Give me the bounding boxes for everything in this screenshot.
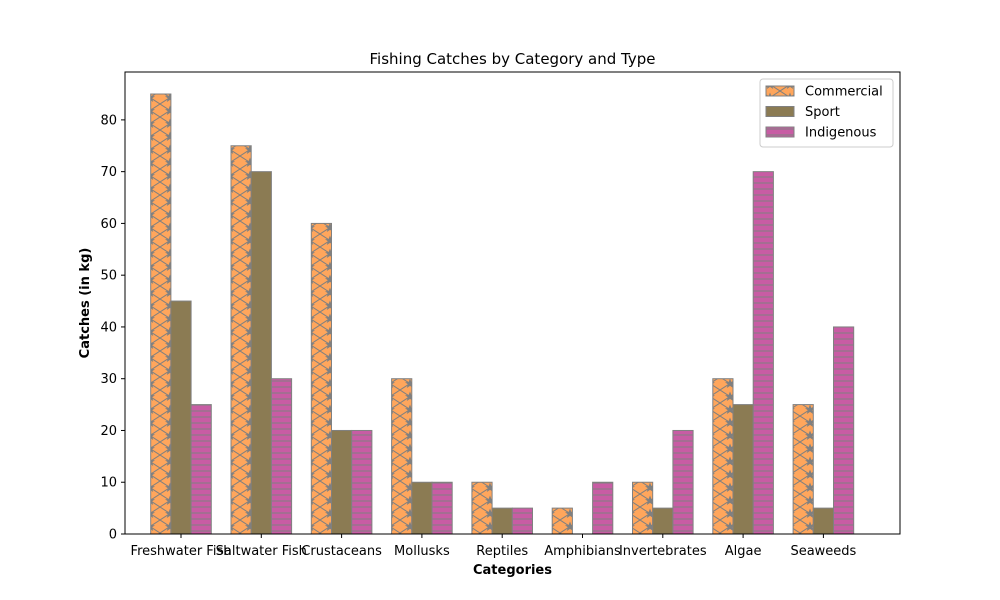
bar-commercial-seaweeds xyxy=(792,404,814,535)
bar-indigenous-amphibians xyxy=(592,481,614,535)
bar-commercial-crustaceans xyxy=(310,222,332,535)
bar-indigenous-seaweeds xyxy=(833,326,855,535)
bar-sport-seaweeds xyxy=(812,507,834,535)
bar-commercial-reptiles xyxy=(471,481,493,535)
bar-sport-crustaceans xyxy=(331,429,353,535)
x-tick-label-crustaceans: Crustaceans xyxy=(301,544,382,559)
legend-swatch-indigenous xyxy=(765,126,795,138)
x-tick-label-reptiles: Reptiles xyxy=(476,544,528,559)
bar-commercial-algae xyxy=(712,378,734,535)
y-tick-label: 40 xyxy=(100,320,117,335)
bar-commercial-mollusks xyxy=(391,378,413,535)
y-axis-label: Catches (in kg) xyxy=(78,248,93,359)
bar-sport-reptiles xyxy=(491,507,513,535)
y-tick-label: 60 xyxy=(100,217,117,232)
legend-label-indigenous: Indigenous xyxy=(805,126,877,141)
x-axis-label: Categories xyxy=(473,563,552,578)
y-tick-label: 80 xyxy=(100,113,117,128)
bar-indigenous-invertebrates xyxy=(672,429,694,535)
x-tick-label-seaweeds: Seaweeds xyxy=(790,544,856,559)
bar-sport-invertebrates xyxy=(652,507,674,535)
bar-sport-saltwater-fish xyxy=(250,171,272,535)
x-tick-label-freshwater-fish: Freshwater Fish xyxy=(131,544,232,559)
legend-swatch-commercial xyxy=(765,85,795,97)
bar-commercial-amphibians xyxy=(551,507,573,535)
bar-indigenous-algae xyxy=(752,171,774,535)
bars-group xyxy=(150,93,855,535)
bar-commercial-freshwater-fish xyxy=(150,93,172,535)
bar-sport-freshwater-fish xyxy=(170,300,192,535)
plot-frame xyxy=(124,71,901,535)
bar-sport-algae xyxy=(732,404,754,535)
chart-title: Fishing Catches by Category and Type xyxy=(370,50,656,68)
bar-commercial-saltwater-fish xyxy=(230,145,252,535)
x-tick-label-saltwater-fish: Saltwater Fish xyxy=(216,544,307,559)
legend-swatch-sport xyxy=(765,106,795,117)
legend: Commercial Sport Indigenous xyxy=(759,78,894,148)
bar-indigenous-freshwater-fish xyxy=(190,404,212,535)
bar-indigenous-reptiles xyxy=(511,507,533,535)
x-tick-label-mollusks: Mollusks xyxy=(394,544,450,559)
y-tick-label: 20 xyxy=(100,424,117,439)
y-tick-label: 0 xyxy=(109,528,117,543)
bar-indigenous-saltwater-fish xyxy=(270,378,293,535)
bar-indigenous-crustaceans xyxy=(351,429,373,535)
y-tick-label: 50 xyxy=(100,269,117,284)
y-tick-label: 30 xyxy=(100,372,117,387)
x-tick-label-amphibians: Amphibians xyxy=(544,544,621,559)
bar-sport-mollusks xyxy=(411,481,433,535)
legend-label-commercial: Commercial xyxy=(805,85,883,100)
y-tick-label: 10 xyxy=(100,476,117,491)
bar-indigenous-mollusks xyxy=(431,481,453,535)
x-tick-label-invertebrates: Invertebrates xyxy=(619,544,707,559)
y-tick-label: 70 xyxy=(100,165,117,180)
bar-commercial-invertebrates xyxy=(632,481,654,535)
x-tick-label-algae: Algae xyxy=(725,544,762,559)
y-axis: 0 10 20 30 40 50 60 70 80 xyxy=(100,113,125,543)
legend-label-sport: Sport xyxy=(805,105,840,120)
